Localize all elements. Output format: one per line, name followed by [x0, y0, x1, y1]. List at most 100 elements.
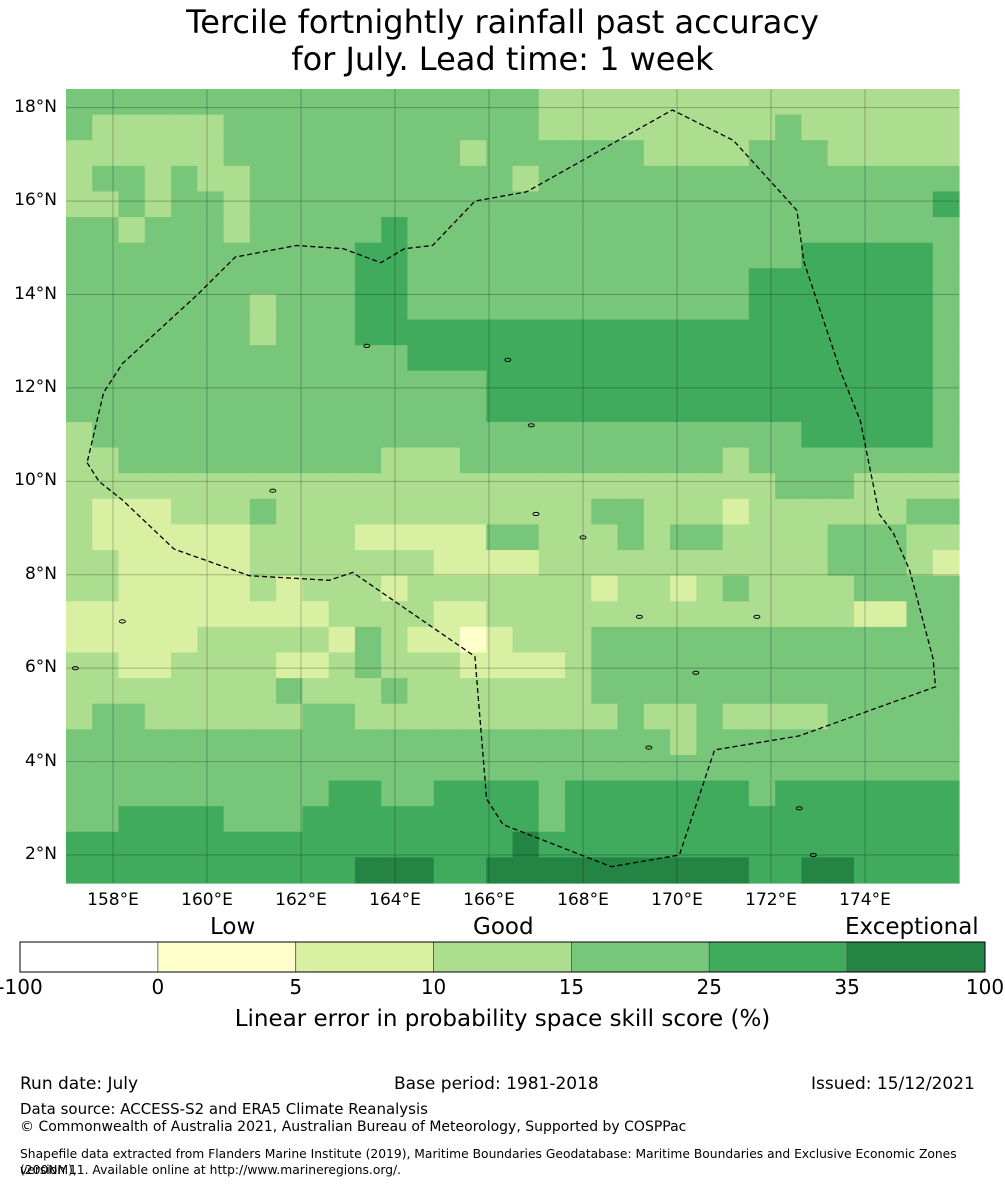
grid-cell: [381, 601, 409, 628]
grid-cell: [801, 626, 829, 654]
grid-cell: [486, 857, 514, 884]
grid-cell: [354, 780, 382, 807]
grid-cell: [92, 652, 120, 679]
grid-cell: [853, 268, 881, 295]
grid-cell: [433, 678, 461, 705]
grid-cell: [591, 780, 619, 807]
grid-cell: [249, 754, 277, 782]
grid-cell: [512, 601, 540, 628]
grid-cell: [328, 89, 356, 116]
grid-cell: [932, 729, 960, 756]
grid-cell: [617, 421, 645, 449]
grid-cell: [853, 293, 881, 321]
grid-cell: [906, 601, 934, 628]
grid-cell: [932, 703, 960, 730]
grid-cell: [171, 831, 198, 858]
grid-cell: [906, 293, 934, 321]
colorbar-label: Linear error in probability space skill …: [234, 1006, 771, 1032]
grid-cell: [92, 857, 120, 884]
grid-cell: [538, 498, 566, 526]
grid-cell: [407, 806, 435, 833]
grid-cell: [302, 268, 330, 295]
grid-cell: [932, 396, 960, 423]
grid-cell: [276, 191, 303, 218]
grid-cell: [381, 421, 409, 449]
data-source: Data source: ACCESS-S2 and ERA5 Climate …: [20, 1100, 428, 1118]
grid-cell: [66, 396, 93, 423]
grid-cell: [801, 345, 829, 372]
grid-cell: [354, 140, 382, 167]
grid-cell: [565, 780, 592, 807]
grid-cell: [696, 780, 724, 807]
grid-cell: [696, 217, 724, 244]
grid-cell: [748, 114, 776, 141]
grid-cell: [381, 114, 409, 141]
grid-cell: [302, 114, 330, 141]
grid-cell: [932, 601, 960, 628]
grid-cell: [459, 754, 487, 782]
grid-cell: [92, 293, 120, 321]
grid-cell: [775, 191, 803, 218]
grid-cell: [617, 319, 645, 346]
grid-cell: [66, 550, 93, 577]
grid-cell: [512, 729, 540, 756]
grid-cell: [906, 498, 934, 526]
grid-cell: [512, 703, 540, 730]
grid-cell: [144, 165, 172, 193]
grid-cell: [433, 293, 461, 321]
grid-cell: [643, 242, 671, 269]
grid-cell: [486, 754, 514, 782]
grid-cell: [565, 703, 592, 730]
grid-cell: [249, 89, 277, 116]
grid-cell: [407, 114, 435, 141]
grid-cell: [722, 780, 750, 807]
grid-cell: [722, 242, 750, 269]
latitude-tick-label: 18°N: [14, 96, 57, 117]
grid-cell: [853, 831, 881, 858]
grid-cell: [249, 703, 277, 730]
grid-cell: [512, 447, 540, 474]
grid-cell: [696, 165, 724, 193]
grid-cell: [354, 626, 382, 654]
grid-cell: [643, 524, 671, 551]
grid-cell: [144, 575, 172, 602]
grid-cell: [643, 703, 671, 730]
grid-cell: [670, 524, 697, 551]
grid-cell: [670, 268, 697, 295]
grid-cell: [591, 498, 619, 526]
grid-cell: [223, 421, 251, 449]
grid-cell: [486, 652, 514, 679]
grid-cell: [171, 345, 198, 372]
grid-cell: [512, 114, 540, 141]
grid-cell: [880, 473, 908, 500]
grid-cell: [66, 114, 93, 141]
grid-cell: [827, 575, 855, 602]
grid-cell: [66, 626, 93, 654]
grid-cell: [643, 806, 671, 833]
grid-cell: [565, 89, 592, 116]
grid-cell: [249, 370, 277, 397]
grid-cell: [171, 114, 198, 141]
grid-cell: [486, 370, 514, 397]
grid-cell: [827, 89, 855, 116]
grid-cell: [827, 550, 855, 577]
colorbar-segment: [708, 941, 848, 973]
grid-cell: [171, 217, 198, 244]
grid-cell: [801, 857, 829, 884]
island-outline: [269, 488, 277, 493]
longitude-tick-label: 164°E: [369, 890, 421, 910]
grid-cell: [486, 575, 514, 602]
grid-cell: [906, 473, 934, 500]
grid-cell: [486, 293, 514, 321]
grid-cell: [512, 652, 540, 679]
grid-cell: [171, 524, 198, 551]
grid-cell: [722, 678, 750, 705]
grid-cell: [92, 345, 120, 372]
grid-cell: [276, 319, 303, 346]
grid-cell: [407, 754, 435, 782]
grid-cell: [906, 857, 934, 884]
grid-cell: [249, 319, 277, 346]
grid-cell: [381, 345, 409, 372]
grid-cell: [748, 754, 776, 782]
grid-cell: [118, 165, 146, 193]
